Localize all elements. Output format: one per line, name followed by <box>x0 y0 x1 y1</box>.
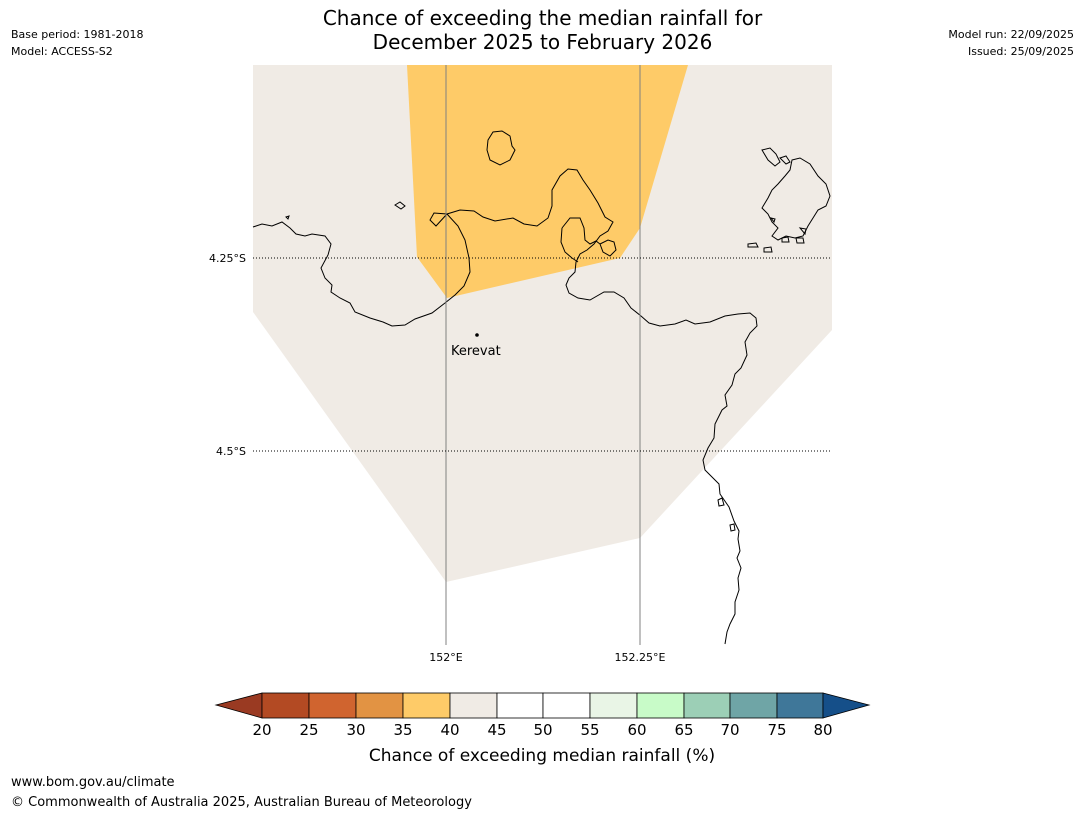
colorbar-seg-65-70 <box>683 692 731 719</box>
colorbar-tick: 25 <box>299 721 318 739</box>
colorbar-tick: 20 <box>252 721 271 739</box>
colorbar-tick: 65 <box>674 721 693 739</box>
colorbar-tick: 30 <box>346 721 365 739</box>
lon-label-152-25: 152.25°E <box>615 651 666 664</box>
kerevat-label: Kerevat <box>451 344 501 359</box>
colorbar-seg-20-25 <box>261 692 310 719</box>
lat-label-4-25: 4.25°S <box>209 252 246 265</box>
colorbar-seg-40-45 <box>449 692 498 719</box>
colorbar-tick: 75 <box>767 721 786 739</box>
colorbar-low-extension <box>214 692 263 719</box>
model-label: Model: ACCESS-S2 <box>11 45 113 58</box>
rainfall-map: Kerevat 4.25°S 4.5°S 152°E 152.25°E <box>209 65 832 664</box>
lat-label-4-5: 4.5°S <box>216 445 246 458</box>
footer-url: www.bom.gov.au/climate <box>11 775 175 790</box>
colorbar-seg-25-30 <box>308 692 357 719</box>
colorbar-seg-35-40 <box>402 692 451 719</box>
colorbar-seg-70-75 <box>729 692 778 719</box>
colorbar-seg-60-65 <box>636 692 685 719</box>
colorbar-legend: 20 25 30 35 40 45 50 55 60 65 70 75 80 C… <box>214 692 871 766</box>
band-35-40-region <box>407 65 688 298</box>
colorbar-tick: 70 <box>720 721 739 739</box>
colorbar-seg-75-80 <box>776 692 824 719</box>
lon-label-152: 152°E <box>429 651 462 664</box>
colorbar-seg-55-60 <box>589 692 638 719</box>
base-period-label: Base period: 1981-2018 <box>11 28 144 41</box>
model-run-label: Model run: 22/09/2025 <box>948 28 1074 41</box>
kerevat-marker <box>475 333 479 337</box>
title-line-1: Chance of exceeding the median rainfall … <box>322 6 763 30</box>
colorbar-seg-50-55 <box>542 692 591 719</box>
colorbar-tick-labels: 20 25 30 35 40 45 50 55 60 65 70 75 80 <box>252 721 832 739</box>
colorbar-seg-30-35 <box>355 692 404 719</box>
map-title: Chance of exceeding the median rainfall … <box>0 6 1085 54</box>
issued-label: Issued: 25/09/2025 <box>967 45 1074 58</box>
colorbar-seg-45-50 <box>496 692 544 719</box>
colorbar-tick: 60 <box>627 721 646 739</box>
colorbar-title: Chance of exceeding median rainfall (%) <box>369 746 715 766</box>
footer-copyright: © Commonwealth of Australia 2025, Austra… <box>11 795 472 810</box>
band-40-45-region <box>253 65 832 582</box>
colorbar-tick: 35 <box>393 721 412 739</box>
colorbar-tick: 55 <box>580 721 599 739</box>
colorbar-segments <box>261 692 824 719</box>
title-line-2: December 2025 to February 2026 <box>372 30 713 54</box>
colorbar-tick: 50 <box>533 721 552 739</box>
coastline <box>252 130 831 645</box>
colorbar-tick: 45 <box>487 721 506 739</box>
colorbar-tick: 40 <box>440 721 459 739</box>
colorbar-tick: 80 <box>813 721 832 739</box>
colorbar-high-extension <box>822 692 871 719</box>
